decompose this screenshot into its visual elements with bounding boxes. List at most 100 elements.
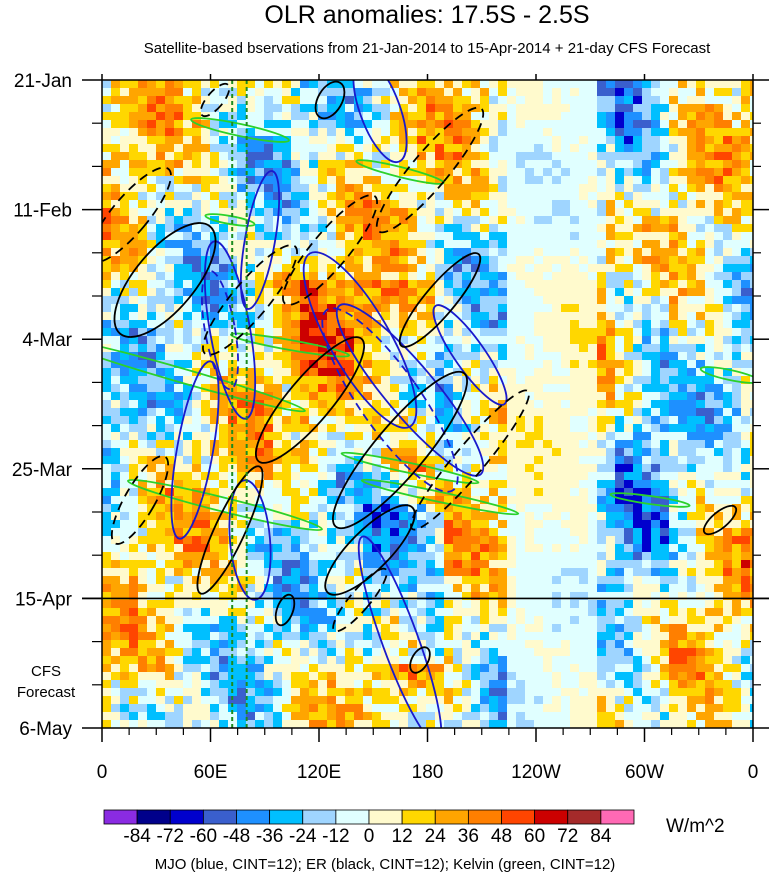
field-cell: [498, 544, 508, 553]
field-cell: [561, 240, 571, 249]
field-cell: [615, 304, 625, 313]
field-cell: [372, 520, 382, 529]
field-cell: [471, 136, 481, 145]
field-cell: [237, 104, 247, 113]
field-cell: [579, 480, 589, 489]
field-cell: [588, 152, 598, 161]
field-cell: [498, 384, 508, 393]
field-cell: [381, 352, 391, 361]
field-cell: [570, 592, 580, 601]
field-cell: [435, 432, 445, 441]
field-cell: [633, 248, 643, 257]
field-cell: [678, 616, 688, 625]
field-cell: [129, 256, 139, 265]
field-cell: [651, 200, 661, 209]
field-cell: [309, 432, 319, 441]
field-cell: [507, 552, 517, 561]
field-cell: [300, 264, 310, 273]
field-cell: [381, 104, 391, 113]
field-cell: [390, 192, 400, 201]
field-cell: [651, 88, 661, 97]
field-cell: [264, 440, 274, 449]
field-cell: [534, 488, 544, 497]
field-cell: [552, 304, 562, 313]
field-cell: [156, 520, 166, 529]
field-cell: [471, 184, 481, 193]
field-cell: [237, 304, 247, 313]
field-cell: [129, 504, 139, 513]
field-cell: [561, 304, 571, 313]
field-cell: [282, 304, 292, 313]
field-cell: [111, 360, 121, 369]
field-cell: [336, 360, 346, 369]
field-cell: [174, 416, 184, 425]
field-cell: [651, 528, 661, 537]
field-cell: [633, 448, 643, 457]
field-cell: [417, 136, 427, 145]
field-cell: [300, 184, 310, 193]
field-cell: [399, 392, 409, 401]
field-cell: [309, 584, 319, 593]
field-cell: [561, 264, 571, 273]
field-cell: [606, 528, 616, 537]
field-cell: [462, 552, 472, 561]
field-cell: [516, 240, 526, 249]
field-cell: [417, 568, 427, 577]
field-cell: [291, 304, 301, 313]
field-cell: [417, 336, 427, 345]
field-cell: [552, 608, 562, 617]
field-cell: [678, 528, 688, 537]
field-cell: [291, 80, 301, 89]
field-cell: [390, 232, 400, 241]
field-cell: [633, 520, 643, 529]
field-cell: [462, 80, 472, 89]
field-cell: [102, 336, 112, 345]
field-cell: [714, 336, 724, 345]
field-cell: [597, 368, 607, 377]
field-cell: [633, 544, 643, 553]
field-cell: [210, 168, 220, 177]
field-cell: [408, 360, 418, 369]
field-cell: [660, 472, 670, 481]
field-cell: [246, 472, 256, 481]
field-cell: [345, 200, 355, 209]
field-cell: [102, 272, 112, 281]
field-cell: [156, 296, 166, 305]
field-cell: [696, 416, 706, 425]
field-cell: [183, 176, 193, 185]
field-cell: [651, 488, 661, 497]
field-cell: [381, 592, 391, 601]
field-cell: [525, 488, 535, 497]
field-cell: [399, 248, 409, 257]
field-cell: [696, 472, 706, 481]
field-cell: [102, 112, 112, 121]
field-cell: [732, 120, 742, 129]
field-cell: [174, 232, 184, 241]
field-cell: [192, 520, 202, 529]
field-cell: [534, 352, 544, 361]
field-cell: [345, 624, 355, 633]
field-cell: [606, 392, 616, 401]
field-cell: [354, 176, 364, 185]
field-cell: [237, 168, 247, 177]
field-cell: [489, 472, 499, 481]
field-cell: [219, 392, 229, 401]
field-cell: [327, 256, 337, 265]
field-cell: [318, 400, 328, 409]
field-cell: [309, 304, 319, 313]
field-cell: [588, 528, 598, 537]
field-cell: [210, 448, 220, 457]
field-cell: [714, 200, 724, 209]
field-cell: [201, 104, 211, 113]
field-cell: [444, 424, 454, 433]
field-cell: [561, 144, 571, 153]
field-cell: [435, 544, 445, 553]
field-cell: [327, 520, 337, 529]
field-cell: [273, 312, 283, 321]
field-cell: [201, 592, 211, 601]
field-cell: [750, 144, 753, 153]
field-cell: [696, 192, 706, 201]
field-cell: [597, 152, 607, 161]
field-cell: [624, 232, 634, 241]
field-cell: [138, 464, 148, 473]
